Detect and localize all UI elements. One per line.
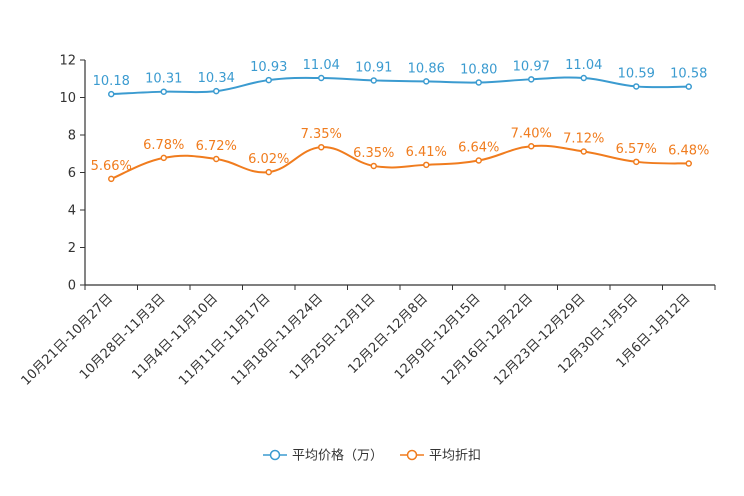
data-label: 6.02%	[248, 152, 289, 167]
series-group: 10.18 10.31 10.34 10.93 11.04 10.91 10.86 10.80…	[91, 58, 709, 183]
x-tick-label: 12月16日-12月22日	[439, 291, 536, 388]
data-point[interactable]	[580, 148, 587, 155]
data-label: 6.41%	[406, 145, 447, 160]
data-label: 6.35%	[353, 146, 394, 161]
y-tick-label: 4	[68, 204, 76, 219]
data-point[interactable]	[370, 77, 377, 84]
y-tick-label: 0	[68, 279, 76, 294]
data-point[interactable]	[685, 83, 692, 90]
data-point[interactable]	[633, 158, 640, 166]
y-tick-label: 12	[59, 54, 76, 69]
series-line	[111, 76, 689, 96]
data-point[interactable]	[318, 74, 325, 82]
series-line	[110, 144, 689, 180]
data-label: 10.97	[513, 59, 550, 74]
data-label: 5.66%	[91, 159, 132, 174]
data-label: 6.48%	[668, 144, 709, 159]
data-label: 10.59	[618, 66, 655, 81]
x-tick-label: 10月21日-10月27日	[19, 291, 116, 388]
data-label: 10.86	[408, 61, 445, 76]
y-tick-label: 2	[68, 241, 76, 256]
data-point[interactable]	[213, 87, 220, 95]
data-point[interactable]	[475, 79, 482, 86]
series-2: 5.66% 6.78% 6.72% 6.02% 7.35% 6.35% 6.41% 6.64%…	[91, 126, 709, 183]
data-point[interactable]	[108, 175, 115, 183]
data-point[interactable]	[423, 161, 430, 169]
data-label: 11.04	[303, 58, 340, 73]
data-label: 10.31	[145, 72, 182, 87]
data-label: 6.78%	[143, 138, 184, 153]
axes: 02468101210月21日-10月27日10月28日-11月3日11月4日-…	[19, 54, 716, 389]
data-point[interactable]	[370, 162, 377, 170]
data-label: 10.80	[460, 63, 497, 78]
legend-label: 平均折扣	[429, 449, 481, 464]
data-point[interactable]	[685, 160, 692, 167]
data-point[interactable]	[528, 143, 535, 150]
data-point[interactable]	[475, 157, 482, 164]
data-label: 10.91	[355, 60, 392, 75]
data-point[interactable]	[265, 76, 272, 84]
data-label: 7.12%	[563, 132, 604, 147]
x-tick-label: 11月11日-11月17日	[176, 291, 273, 388]
x-tick-label: 12月23日-12月29日	[491, 291, 588, 388]
data-label: 10.93	[250, 60, 287, 75]
data-point[interactable]	[213, 155, 220, 163]
y-tick-label: 10	[59, 91, 76, 106]
data-label: 6.72%	[196, 139, 237, 154]
legend[interactable]: 平均价格（万） 平均折扣	[263, 448, 481, 464]
data-point[interactable]	[423, 78, 430, 85]
data-label: 6.64%	[458, 141, 499, 156]
y-tick-label: 6	[68, 166, 76, 181]
data-label: 7.40%	[511, 126, 552, 141]
legend-marker-icon	[406, 449, 418, 461]
series-1: 10.18 10.31 10.34 10.93 11.04 10.91 10.86 10.80…	[93, 58, 707, 98]
legend-marker-icon	[269, 449, 281, 461]
y-tick-label: 8	[68, 129, 76, 144]
legend-item-1[interactable]: 平均价格（万）	[263, 448, 383, 464]
data-label: 7.35%	[301, 127, 342, 142]
data-point[interactable]	[528, 76, 535, 83]
data-label: 10.58	[670, 67, 707, 82]
data-label: 10.34	[198, 71, 235, 86]
legend-item-2[interactable]: 平均折扣	[400, 449, 481, 464]
data-point[interactable]	[108, 90, 115, 98]
legend-label: 平均价格（万）	[292, 448, 383, 464]
x-tick-label: 11月18日-11月24日	[229, 291, 326, 388]
data-point[interactable]	[160, 154, 167, 162]
data-label: 11.04	[565, 58, 602, 73]
data-point[interactable]	[580, 74, 587, 82]
data-point[interactable]	[318, 143, 325, 151]
data-point[interactable]	[265, 168, 272, 176]
data-label: 6.57%	[616, 142, 657, 157]
data-point[interactable]	[633, 83, 640, 90]
data-label: 10.18	[93, 74, 130, 89]
data-point[interactable]	[160, 88, 167, 95]
